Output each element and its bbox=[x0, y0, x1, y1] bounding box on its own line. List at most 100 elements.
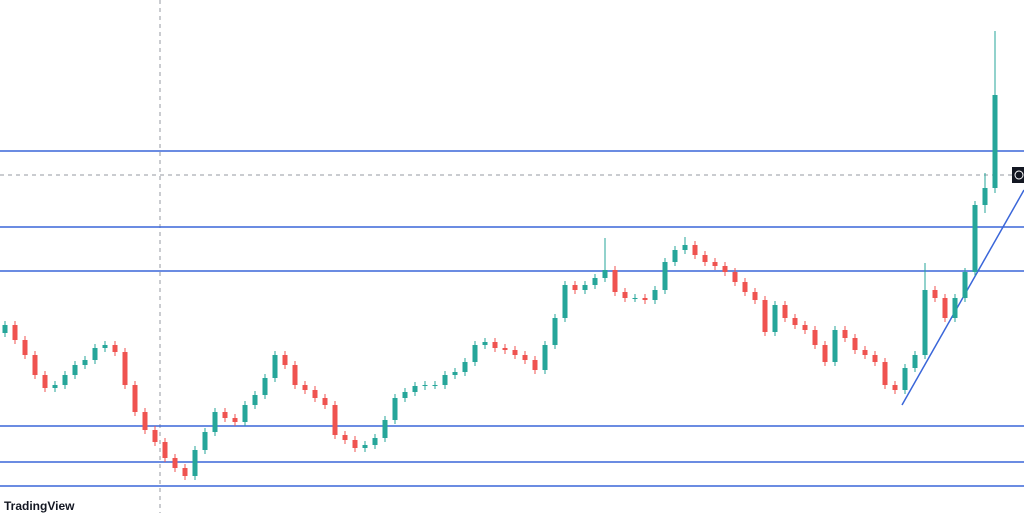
candle-body bbox=[62, 375, 68, 385]
candle-body bbox=[742, 282, 748, 292]
candle-body bbox=[92, 348, 98, 360]
candle-body bbox=[942, 298, 948, 318]
candle-body bbox=[922, 290, 928, 355]
candle-body bbox=[302, 385, 308, 390]
candle-body bbox=[602, 270, 608, 278]
candle-body bbox=[932, 290, 938, 298]
candle-body bbox=[542, 345, 548, 370]
candle-body bbox=[502, 348, 508, 350]
candle-body bbox=[622, 292, 628, 298]
candle-body bbox=[532, 360, 538, 370]
candle-body bbox=[452, 372, 458, 375]
candle-body bbox=[872, 355, 878, 362]
candle-body bbox=[282, 355, 288, 365]
candle-body bbox=[442, 375, 448, 385]
candle-body bbox=[802, 325, 808, 330]
candle-body bbox=[852, 338, 858, 350]
candle-body bbox=[362, 445, 368, 448]
candle-body bbox=[102, 345, 108, 348]
candle-body bbox=[982, 188, 988, 205]
candle-body bbox=[222, 412, 228, 418]
candle-body bbox=[662, 262, 668, 290]
candle-body bbox=[822, 345, 828, 362]
candle-body bbox=[352, 440, 358, 448]
candle-body bbox=[952, 298, 958, 318]
candle-body bbox=[632, 298, 638, 299]
candle-body bbox=[592, 278, 598, 285]
candle-body bbox=[182, 468, 188, 476]
candle-body bbox=[732, 272, 738, 282]
candle-body bbox=[812, 330, 818, 345]
candle-body bbox=[722, 266, 728, 272]
candle-body bbox=[172, 458, 178, 468]
candle-body bbox=[382, 420, 388, 438]
candle-body bbox=[902, 368, 908, 390]
candle-body bbox=[272, 355, 278, 378]
candle-body bbox=[322, 398, 328, 405]
candle-body bbox=[772, 305, 778, 332]
crosshair-icon bbox=[1014, 170, 1024, 180]
candle-body bbox=[992, 95, 998, 188]
candle-body bbox=[582, 285, 588, 290]
candle-body bbox=[642, 298, 648, 300]
candle-body bbox=[332, 405, 338, 435]
watermark: TradingView bbox=[4, 499, 75, 513]
candle-body bbox=[832, 330, 838, 362]
candle-body bbox=[562, 285, 568, 318]
candle-body bbox=[782, 305, 788, 318]
candle-body bbox=[692, 245, 698, 255]
candle-body bbox=[342, 435, 348, 440]
candle-body bbox=[892, 385, 898, 390]
candle-body bbox=[162, 442, 168, 458]
candle-body bbox=[142, 412, 148, 430]
candle-body bbox=[242, 405, 248, 422]
candle-body bbox=[862, 350, 868, 355]
candle-body bbox=[212, 412, 218, 432]
candle-body bbox=[52, 385, 58, 388]
crosshair-button bbox=[1012, 167, 1024, 183]
candle-body bbox=[402, 392, 408, 398]
candle-body bbox=[572, 285, 578, 290]
candle-body bbox=[882, 362, 888, 385]
candle-body bbox=[312, 390, 318, 398]
candle-body bbox=[552, 318, 558, 345]
candle-body bbox=[372, 438, 378, 445]
candle-body bbox=[152, 430, 158, 442]
candle-body bbox=[432, 385, 438, 386]
candle-body bbox=[512, 350, 518, 355]
candle-body bbox=[202, 432, 208, 450]
candle-body bbox=[492, 342, 498, 348]
candle-body bbox=[12, 325, 18, 340]
candle-body bbox=[752, 292, 758, 300]
candle-body bbox=[122, 352, 128, 385]
candle-body bbox=[712, 262, 718, 266]
candle-body bbox=[2, 325, 8, 333]
candle-body bbox=[422, 385, 428, 386]
candle-body bbox=[292, 365, 298, 385]
candle-body bbox=[762, 300, 768, 332]
candle-body bbox=[522, 355, 528, 360]
candle-body bbox=[192, 450, 198, 476]
candle-body bbox=[482, 342, 488, 345]
candle-body bbox=[702, 255, 708, 262]
candle-body bbox=[132, 385, 138, 412]
candle-body bbox=[612, 270, 618, 292]
candle-body bbox=[252, 395, 258, 405]
candle-body bbox=[842, 330, 848, 338]
candle-body bbox=[392, 398, 398, 420]
candle-body bbox=[82, 360, 88, 365]
candle-body bbox=[912, 355, 918, 368]
candle-body bbox=[672, 250, 678, 262]
candle-body bbox=[412, 386, 418, 392]
candle-body bbox=[262, 378, 268, 395]
candle-body bbox=[682, 245, 688, 250]
candle-body bbox=[32, 355, 38, 375]
candle-body bbox=[42, 375, 48, 388]
candle-body bbox=[972, 205, 978, 272]
candle-body bbox=[22, 340, 28, 355]
candle-body bbox=[112, 345, 118, 352]
candle-body bbox=[472, 345, 478, 362]
candle-body bbox=[792, 318, 798, 325]
candle-body bbox=[652, 290, 658, 300]
